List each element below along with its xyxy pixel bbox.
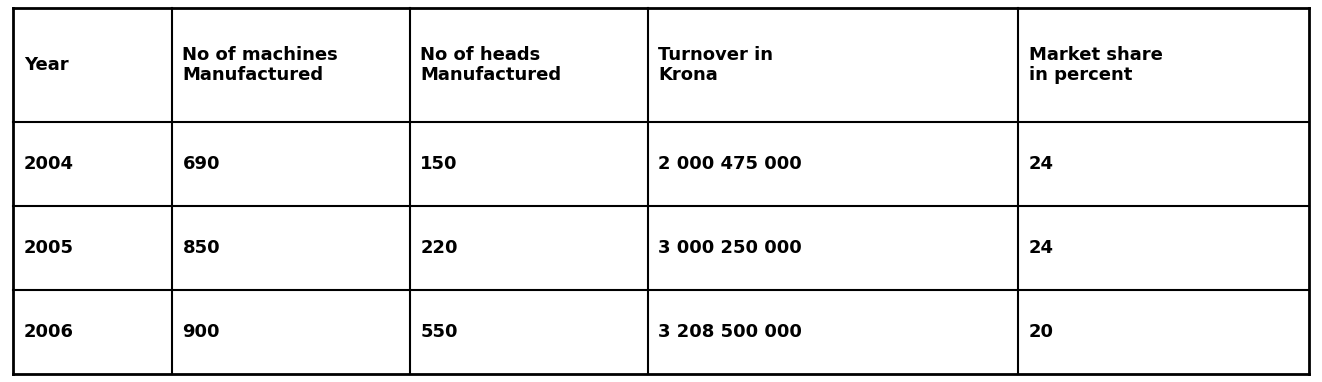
- Text: 3 000 250 000: 3 000 250 000: [658, 239, 802, 257]
- Text: Year: Year: [24, 56, 69, 74]
- Text: Market share
in percent: Market share in percent: [1029, 45, 1162, 84]
- Text: No of machines
Manufactured: No of machines Manufactured: [182, 45, 338, 84]
- Text: 220: 220: [420, 239, 457, 257]
- Text: 550: 550: [420, 323, 457, 342]
- Text: 850: 850: [182, 239, 219, 257]
- Text: 900: 900: [182, 323, 219, 342]
- Text: 24: 24: [1029, 239, 1054, 257]
- Text: 2006: 2006: [24, 323, 74, 342]
- Text: 2005: 2005: [24, 239, 74, 257]
- Text: 20: 20: [1029, 323, 1054, 342]
- Text: 2 000 475 000: 2 000 475 000: [658, 155, 802, 173]
- Text: 150: 150: [420, 155, 457, 173]
- Text: No of heads
Manufactured: No of heads Manufactured: [420, 45, 562, 84]
- Text: 2004: 2004: [24, 155, 74, 173]
- Text: 24: 24: [1029, 155, 1054, 173]
- Text: 690: 690: [182, 155, 219, 173]
- Text: Turnover in
Krona: Turnover in Krona: [658, 45, 773, 84]
- Text: 3 208 500 000: 3 208 500 000: [658, 323, 802, 342]
